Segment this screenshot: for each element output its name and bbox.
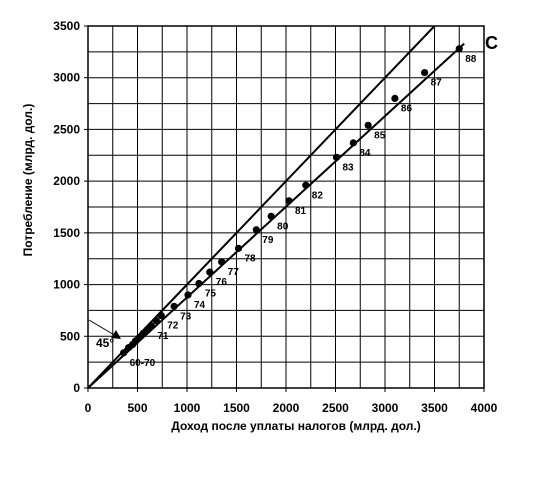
data-point: [332, 153, 341, 161]
point-label: 88: [465, 54, 477, 65]
y-axis-ticks: 0 500 1000 1500 2000 2500 3000 3500: [53, 19, 88, 395]
angle-arrow-head: [111, 330, 121, 339]
x-tick-label: 0: [85, 401, 92, 415]
x-tick-label: 2500: [322, 401, 349, 415]
x-tick-label: 1000: [174, 401, 201, 415]
point-label: 81: [295, 206, 307, 217]
point-label: 60-70: [130, 358, 156, 369]
data-point: [364, 121, 372, 129]
data-point: [391, 94, 399, 102]
grid-lines: [88, 26, 484, 388]
y-tick-label: 1500: [53, 226, 80, 240]
data-point: [218, 258, 226, 266]
data-point: [157, 312, 165, 320]
data-point: [234, 244, 243, 252]
x-axis-title: Доход после уплаты налогов (млрд. дол.): [171, 419, 420, 433]
point-label: 83: [342, 162, 354, 173]
point-label: 80: [277, 221, 289, 232]
data-point: [267, 212, 275, 220]
x-tick-label: 1500: [223, 401, 250, 415]
data-point: [170, 302, 178, 310]
data-point: [252, 226, 260, 234]
point-label: 79: [262, 235, 274, 246]
x-tick-label: 500: [127, 401, 147, 415]
data-point: [421, 68, 429, 77]
x-tick-label: 3000: [372, 401, 399, 415]
x-tick-label: 4000: [471, 401, 498, 415]
corner-label-c: C: [485, 33, 498, 53]
y-tick-label: 1000: [53, 278, 80, 292]
data-point: [285, 197, 293, 205]
point-label: 78: [244, 253, 256, 264]
point-label: 76: [216, 277, 228, 288]
y-tick-label: 2000: [53, 174, 80, 188]
data-point: [147, 322, 155, 330]
point-label: 75: [205, 289, 217, 300]
x-tick-label: 3500: [421, 401, 448, 415]
x-tick-label: 2000: [273, 401, 300, 415]
data-point: [206, 268, 214, 276]
data-point: [184, 291, 192, 299]
data-point: [195, 279, 203, 288]
point-label: 72: [167, 321, 179, 332]
y-tick-label: 3000: [53, 71, 80, 85]
y-tick-label: 500: [60, 329, 80, 343]
data-points: [120, 45, 463, 357]
data-point: [152, 317, 160, 325]
data-point: [120, 349, 128, 357]
point-label: 71: [157, 331, 169, 342]
data-point: [349, 139, 357, 147]
point-label: 86: [401, 103, 413, 114]
point-label: 74: [194, 300, 206, 311]
y-tick-label: 2500: [53, 122, 80, 136]
point-label: 84: [359, 148, 371, 159]
y-axis-title: Потребление (млрд. дол.): [21, 104, 35, 257]
y-tick-label: 3500: [53, 19, 80, 33]
point-label: 85: [374, 130, 386, 141]
angle-label: 45°: [96, 336, 114, 350]
data-point: [302, 181, 310, 189]
x-axis-ticks: 0 500 1000 1500 2000 2500 3000 3500 4000: [85, 388, 498, 415]
point-label: 77: [228, 267, 240, 278]
angle-annotation: 45°: [88, 319, 121, 350]
point-label: 73: [180, 311, 192, 322]
data-point: [455, 45, 463, 53]
point-label: 82: [312, 190, 324, 201]
angle-arrow-line: [88, 319, 117, 337]
point-label: 87: [431, 78, 443, 89]
y-tick-label: 0: [73, 381, 80, 395]
